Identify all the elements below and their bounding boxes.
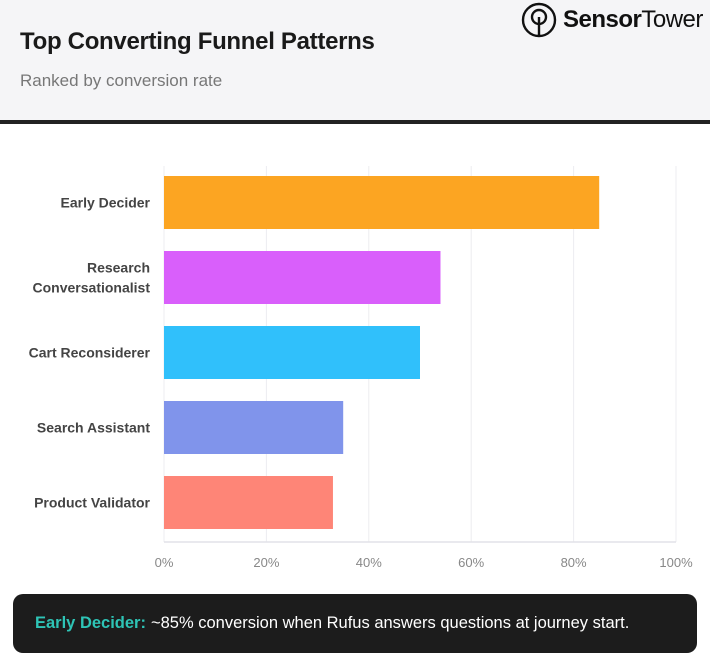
x-tick-label: 60% (458, 555, 484, 570)
y-tick-label: Product Validator (34, 495, 150, 511)
callout-box: Early Decider: ~85% conversion when Rufu… (13, 594, 697, 653)
bar (164, 476, 333, 529)
x-tick-label: 100% (659, 555, 693, 570)
bar (164, 176, 600, 229)
sensor-tower-logo: SensorTower (521, 2, 703, 38)
page-subtitle: Ranked by conversion rate (20, 71, 223, 90)
y-tick-label: Search Assistant (37, 420, 150, 436)
x-tick-label: 80% (561, 555, 587, 570)
bar (164, 326, 420, 379)
sensor-tower-logo-icon (521, 2, 557, 38)
y-tick-label: Early Decider (61, 195, 151, 211)
bar (164, 401, 344, 454)
header: Top Converting Funnel Patterns Ranked by… (0, 0, 710, 124)
callout-highlight: Early Decider: (35, 614, 146, 632)
bar-chart: 0% 20% 40% 60% 80% 100% Early Decider Research C… (29, 166, 693, 570)
x-tick-label: 20% (253, 555, 279, 570)
y-tick-label: Research (87, 260, 150, 276)
bar (164, 251, 441, 304)
logo-text-bold: Sensor (563, 6, 642, 33)
x-tick-label: 0% (155, 555, 174, 570)
y-tick-label: Cart Reconsiderer (29, 345, 151, 361)
page-title: Top Converting Funnel Patterns (20, 28, 375, 55)
y-tick-label: Conversationalist (33, 280, 151, 296)
callout-text: ~85% conversion when Rufus answers quest… (150, 614, 630, 632)
x-tick-label: 40% (356, 555, 382, 570)
logo-text-light: Tower (641, 6, 703, 33)
